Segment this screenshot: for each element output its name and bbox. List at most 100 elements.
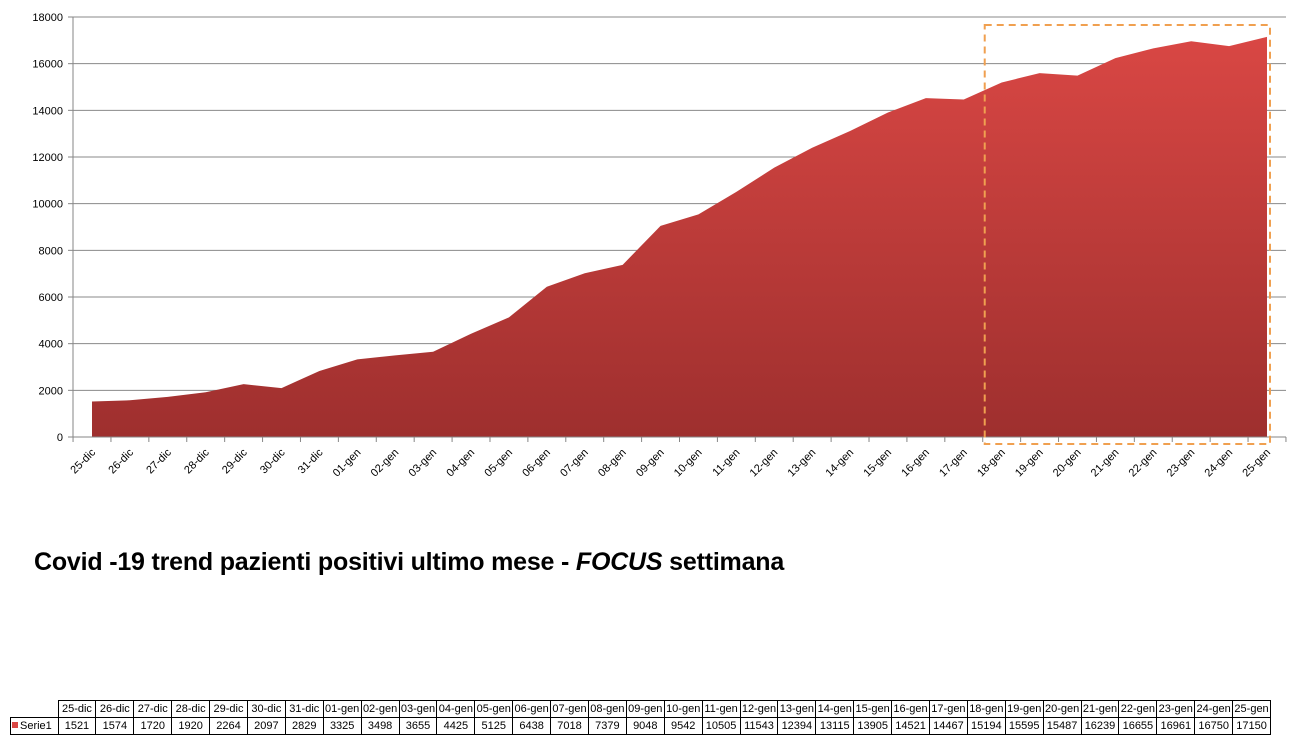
table-cell: 14521 — [891, 717, 930, 735]
table-cell: 1574 — [95, 717, 135, 735]
table-cell: 7379 — [587, 717, 627, 735]
table-header-cell: 30-dic — [246, 700, 286, 718]
table-header-cell: 25-gen — [1232, 700, 1271, 718]
table-cell: 16961 — [1156, 717, 1196, 735]
title-main: Covid -19 trend pazienti positivi ultimo… — [34, 548, 570, 576]
table-cell: 16655 — [1118, 717, 1158, 735]
y-tick-label: 4000 — [39, 339, 63, 351]
table-cell: 1920 — [171, 717, 211, 735]
x-tick-label: 07-gen — [558, 447, 591, 480]
y-tick-label: 6000 — [39, 292, 63, 304]
table-header-cell: 22-gen — [1118, 700, 1158, 718]
x-tick-label: 18-gen — [975, 447, 1008, 480]
y-tick-label: 16000 — [32, 59, 63, 71]
data-table: 25-dic 26-dic 27-dic 28-dic 29-dic 30-dic 31-d… — [10, 700, 1271, 735]
table-header-cell: 21-gen — [1080, 700, 1120, 718]
table-header-cell: 12-gen — [739, 700, 779, 718]
table-cell: 2097 — [246, 717, 286, 735]
series-label: Serie1 — [10, 717, 59, 735]
table-header-cell: 28-dic — [171, 700, 211, 718]
table-cell: 3498 — [360, 717, 400, 735]
table-cell: 3325 — [322, 717, 362, 735]
x-tick-label: 25-dic — [68, 446, 98, 476]
table-header-cell: 07-gen — [550, 700, 589, 718]
table-cell: 15595 — [1004, 717, 1044, 735]
table-header-cell: 14-gen — [815, 700, 855, 718]
x-tick-label: 06-gen — [520, 447, 553, 480]
table-header-cell: 04-gen — [436, 700, 476, 718]
y-tick-label: 18000 — [32, 12, 63, 24]
legend-key — [12, 722, 18, 729]
table-header-cell: 26-dic — [95, 700, 135, 718]
table-header-row: 25-dic 26-dic 27-dic 28-dic 29-dic 30-dic 31-d… — [11, 700, 1271, 718]
table-cell: 2264 — [209, 717, 248, 735]
table-cell: 1720 — [133, 717, 173, 735]
series-area-serie1 — [92, 36, 1267, 437]
x-tick-label: 14-gen — [823, 447, 856, 480]
x-tick-label: 03-gen — [407, 447, 440, 480]
table-header-cell: 24-gen — [1194, 700, 1234, 718]
y-tick-label: 10000 — [32, 199, 63, 211]
x-tick-label: 23-gen — [1165, 447, 1198, 480]
title-focus: FOCUS — [575, 548, 663, 576]
y-tick-label: 0 — [57, 432, 63, 444]
y-tick-label: 14000 — [32, 105, 63, 117]
title-suffix: settimana — [669, 548, 785, 576]
x-tick-label: 08-gen — [596, 447, 629, 480]
x-tick-label: 24-gen — [1203, 447, 1236, 480]
x-tick-label: 04-gen — [444, 447, 477, 480]
table-header-cell: 17-gen — [928, 700, 968, 718]
x-tick-label: 01-gen — [331, 447, 364, 480]
table-cell: 16750 — [1194, 717, 1234, 735]
table-cell: 1521 — [57, 717, 97, 735]
table-header-cell: 03-gen — [398, 700, 438, 718]
table-cell: 4425 — [436, 717, 476, 735]
x-tick-label: 20-gen — [1051, 447, 1084, 480]
y-axis: 0 2000 4000 6000 8000 10000 12000 14000 16000 180… — [32, 12, 74, 444]
x-tick-label: 28-dic — [182, 446, 212, 476]
table-cell: 12394 — [777, 717, 817, 735]
table-header-cell: 19-gen — [1004, 700, 1044, 718]
table-header-cell: 05-gen — [474, 700, 514, 718]
table-cell: 17150 — [1232, 717, 1271, 735]
table-cell: 9542 — [663, 717, 703, 735]
table-header-cell: 31-dic — [284, 700, 324, 718]
table-cell: 11543 — [739, 717, 779, 735]
table-cell: 7018 — [550, 717, 589, 735]
table-row: Serie1 1521 1574 1720 1920 2264 2097 2829 3325 34… — [10, 717, 1271, 735]
table-cell: 5125 — [474, 717, 514, 735]
table-header-cell: 06-gen — [512, 700, 552, 718]
table-cell: 3655 — [398, 717, 438, 735]
x-tick-label: 16-gen — [899, 447, 932, 480]
table-header-cell: 08-gen — [587, 700, 627, 718]
x-tick-label: 25-gen — [1240, 447, 1273, 480]
table-cell: 13905 — [853, 717, 893, 735]
table-cell: 10505 — [701, 717, 741, 735]
y-tick-label: 2000 — [39, 385, 63, 397]
table-header-cell: 29-dic — [209, 700, 248, 718]
gridlines — [73, 16, 1286, 391]
table-header-cell: 02-gen — [360, 700, 400, 718]
table-header-cell: 09-gen — [625, 700, 665, 718]
area-chart: 0 2000 4000 6000 8000 10000 12000 14000 16000 180… — [32, 12, 1287, 480]
table-header-cell: 16-gen — [891, 700, 930, 718]
table-header-cell: 20-gen — [1042, 700, 1082, 718]
table-cell: 14467 — [928, 717, 968, 735]
x-tick-label: 13-gen — [786, 447, 819, 480]
table-cell: 6438 — [512, 717, 552, 735]
table-header-cell: 01-gen — [322, 700, 362, 718]
x-tick-label: 10-gen — [672, 447, 705, 480]
x-tick-label: 31-dic — [296, 446, 326, 476]
x-tick-label: 05-gen — [482, 447, 515, 480]
table-header-cell: 27-dic — [133, 700, 173, 718]
table-header-cell: 11-gen — [701, 700, 741, 718]
x-tick-label: 17-gen — [937, 447, 970, 480]
x-tick-label: 12-gen — [748, 447, 781, 480]
y-tick-label: 8000 — [39, 245, 63, 257]
x-tick-label: 21-gen — [1089, 447, 1122, 480]
table-header-cell: 25-dic — [57, 700, 97, 718]
table-cell: 2829 — [284, 717, 324, 735]
table-header-cell: 15-gen — [853, 700, 893, 718]
table-cell: 16239 — [1080, 717, 1120, 735]
table-cell: 15194 — [966, 717, 1006, 735]
